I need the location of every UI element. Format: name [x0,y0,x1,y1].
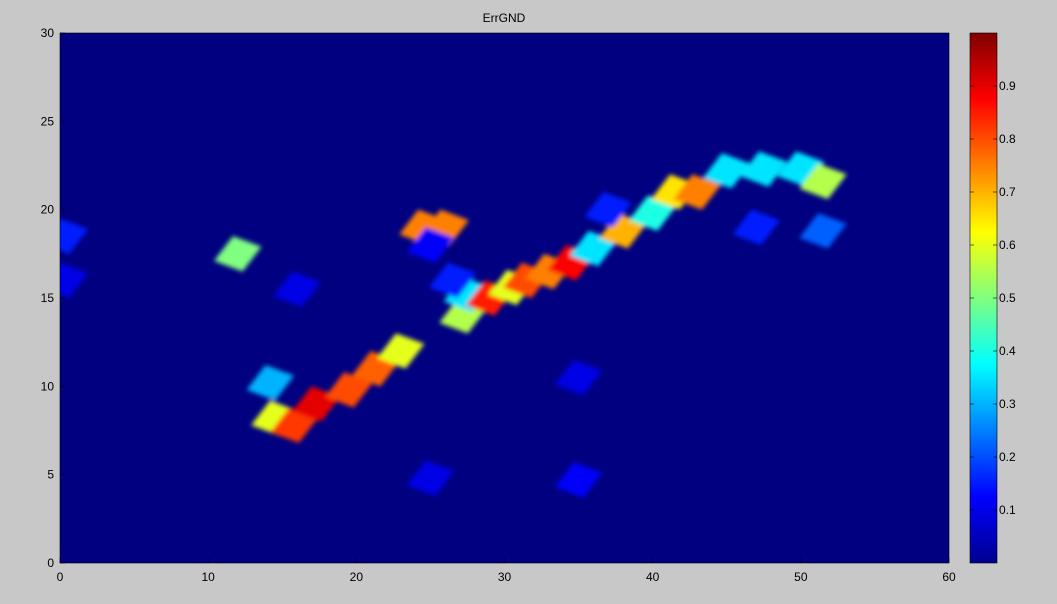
chart-title: ErrGND [483,11,526,25]
heatmap-cell-32 [406,227,455,263]
colorbar: 0.1 0.2 0.3 0.4 0.5 0.6 0.7 0.8 0.9 [969,32,1016,564]
heatmap-cell-3 [246,365,295,401]
y-tick-label: 5 [47,468,54,482]
x-tick-label: 40 [646,570,660,584]
x-tick-label: 50 [794,570,808,584]
heatmap-cell-30 [60,218,89,254]
colorbar-tick-label: 0.5 [999,291,1016,305]
heatmap-cell-28 [584,192,632,228]
heatmap-cell-27 [732,209,781,245]
heatmap-cell-19 [628,195,677,231]
y-tick-label: 20 [41,203,55,217]
heatmap-cell-5 [325,372,373,408]
colorbar-tick-label: 0.4 [999,344,1016,358]
x-tick-label: 0 [57,570,64,584]
x-tick-label: 60 [942,570,956,584]
heatmap-cell-33 [554,359,603,396]
y-tick-label: 30 [41,26,55,40]
heatmap-cell-24 [777,151,825,187]
heatmap-cell-25 [799,163,847,200]
heatmap-cell-26 [799,213,847,249]
heatmap-cell-1 [251,400,299,436]
colorbar-tick-label: 0.2 [999,450,1016,464]
heatmap-cell-36 [273,271,321,307]
colorbar-ticks: 0.1 0.2 0.3 0.4 0.5 0.6 0.7 0.8 0.9 [970,79,1016,517]
y-tick-label: 10 [41,379,55,393]
heatmap-cell-29 [428,262,477,298]
colorbar-tick-label: 0.9 [999,79,1016,93]
y-tick-label: 25 [41,114,55,128]
y-tick-label: 0 [47,556,54,570]
heatmap-cell-0 [214,236,262,272]
heatmap-cell-31 [60,262,89,298]
x-tick-label: 10 [201,570,215,584]
heatmap-cell-23 [740,151,788,187]
heatmap-cell-35 [406,460,455,496]
colorbar-tick-label: 0.7 [999,185,1016,199]
colorbar-tick-label: 0.6 [999,238,1016,252]
heatmap-cell-22 [703,153,751,189]
x-tick-label: 20 [350,570,364,584]
x-tick-label: 30 [498,570,512,584]
colorbar-tick-label: 0.3 [999,397,1016,411]
heatmap-cell-11 [443,276,492,313]
heatmap-cell-2 [270,407,318,443]
x-axis: 0 10 20 30 40 50 60 [57,558,956,584]
y-axis: 0 5 10 15 20 25 30 [41,26,65,570]
colorbar-tick-label: 0.8 [999,132,1016,146]
heatmap-cell-7 [377,333,425,369]
colorbar-tick-label: 0.1 [999,503,1016,517]
heatmap-cell-34 [554,462,603,498]
heatmap-cell-21 [673,174,721,210]
y-tick-label: 15 [41,291,55,305]
colorbar-gradient [969,32,998,564]
heatmap-plot-area [59,32,950,564]
heatmap-hotspots [60,151,847,498]
